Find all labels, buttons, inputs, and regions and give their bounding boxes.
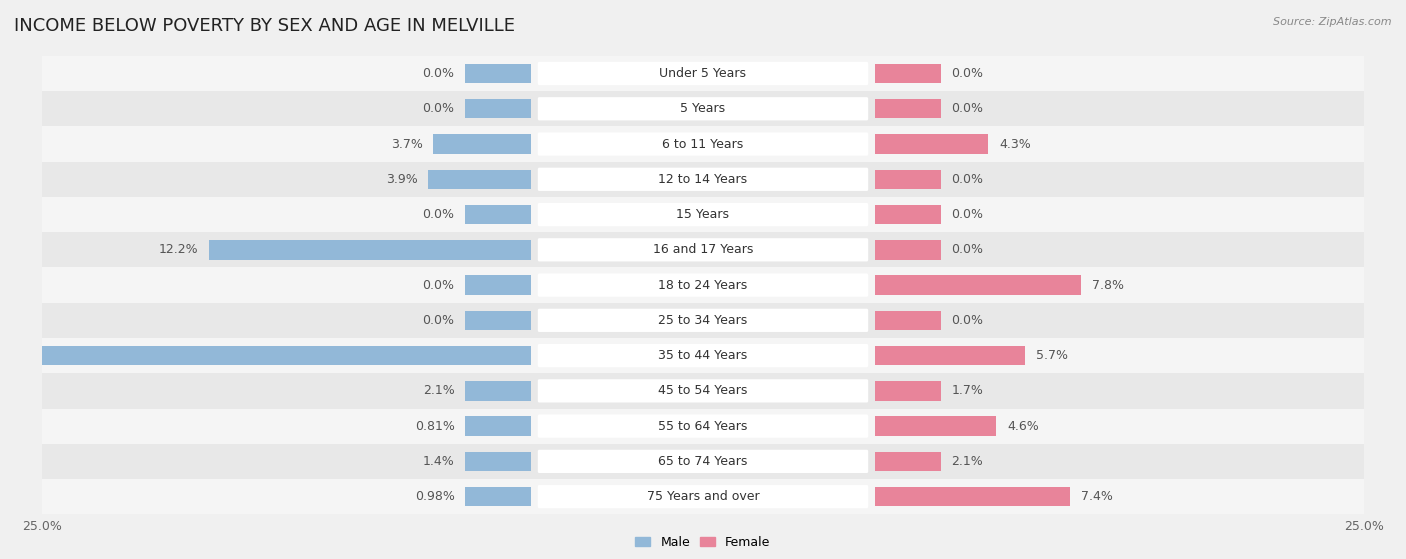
Text: 1.7%: 1.7% (952, 385, 983, 397)
Bar (0, 346, 531, 366)
Bar (875, 416, 997, 436)
Bar (465, 416, 531, 436)
Bar (465, 311, 531, 330)
Bar (42, 479, 1364, 514)
Text: 65 to 74 Years: 65 to 74 Years (658, 455, 748, 468)
Legend: Male, Female: Male, Female (630, 531, 776, 554)
FancyBboxPatch shape (537, 203, 868, 226)
Bar (875, 205, 941, 224)
Bar (433, 134, 531, 154)
Text: Source: ZipAtlas.com: Source: ZipAtlas.com (1274, 17, 1392, 27)
FancyBboxPatch shape (537, 450, 868, 473)
Text: 0.0%: 0.0% (423, 314, 454, 327)
Bar (42, 162, 1364, 197)
Text: 0.0%: 0.0% (952, 173, 983, 186)
Text: 3.7%: 3.7% (391, 138, 423, 150)
FancyBboxPatch shape (537, 379, 868, 402)
Bar (875, 311, 941, 330)
Text: 75 Years and over: 75 Years and over (647, 490, 759, 503)
Text: 2.1%: 2.1% (952, 455, 983, 468)
Text: 0.0%: 0.0% (423, 102, 454, 115)
Text: 0.0%: 0.0% (952, 67, 983, 80)
Bar (42, 197, 1364, 232)
FancyBboxPatch shape (537, 168, 868, 191)
Bar (42, 267, 1364, 303)
Text: 7.8%: 7.8% (1091, 278, 1123, 292)
Bar (42, 56, 1364, 91)
FancyBboxPatch shape (537, 344, 868, 367)
FancyBboxPatch shape (537, 97, 868, 120)
Text: 0.0%: 0.0% (423, 67, 454, 80)
Bar (42, 303, 1364, 338)
Text: Under 5 Years: Under 5 Years (659, 67, 747, 80)
Text: 0.0%: 0.0% (952, 102, 983, 115)
Bar (465, 205, 531, 224)
FancyBboxPatch shape (537, 238, 868, 262)
Bar (465, 99, 531, 119)
Bar (465, 276, 531, 295)
Text: 4.6%: 4.6% (1007, 420, 1039, 433)
Text: 5 Years: 5 Years (681, 102, 725, 115)
FancyBboxPatch shape (537, 309, 868, 332)
Bar (465, 64, 531, 83)
Text: 45 to 54 Years: 45 to 54 Years (658, 385, 748, 397)
Bar (42, 232, 1364, 267)
Text: 0.0%: 0.0% (952, 208, 983, 221)
FancyBboxPatch shape (537, 273, 868, 297)
Text: 35 to 44 Years: 35 to 44 Years (658, 349, 748, 362)
Bar (465, 487, 531, 506)
Text: 15 Years: 15 Years (676, 208, 730, 221)
Bar (875, 487, 1070, 506)
Text: 18 to 24 Years: 18 to 24 Years (658, 278, 748, 292)
Bar (42, 338, 1364, 373)
Bar (875, 99, 941, 119)
Text: 6 to 11 Years: 6 to 11 Years (662, 138, 744, 150)
Text: INCOME BELOW POVERTY BY SEX AND AGE IN MELVILLE: INCOME BELOW POVERTY BY SEX AND AGE IN M… (14, 17, 515, 35)
Text: 0.0%: 0.0% (423, 278, 454, 292)
Bar (42, 409, 1364, 444)
Bar (875, 169, 941, 189)
Bar (875, 240, 941, 259)
FancyBboxPatch shape (537, 485, 868, 508)
Text: 0.0%: 0.0% (423, 208, 454, 221)
Bar (875, 276, 1081, 295)
Bar (42, 91, 1364, 126)
FancyBboxPatch shape (537, 62, 868, 85)
Text: 25 to 34 Years: 25 to 34 Years (658, 314, 748, 327)
Text: 2.1%: 2.1% (423, 385, 454, 397)
Bar (42, 373, 1364, 409)
Text: 12 to 14 Years: 12 to 14 Years (658, 173, 748, 186)
Text: 7.4%: 7.4% (1081, 490, 1114, 503)
FancyBboxPatch shape (537, 414, 868, 438)
Text: 3.9%: 3.9% (385, 173, 418, 186)
Text: 55 to 64 Years: 55 to 64 Years (658, 420, 748, 433)
Text: 12.2%: 12.2% (159, 243, 198, 257)
Bar (465, 381, 531, 401)
Text: 5.7%: 5.7% (1036, 349, 1069, 362)
FancyBboxPatch shape (537, 132, 868, 156)
Bar (208, 240, 531, 259)
Bar (42, 126, 1364, 162)
Bar (875, 64, 941, 83)
Bar (875, 134, 988, 154)
Text: 4.3%: 4.3% (1000, 138, 1031, 150)
Text: 16 and 17 Years: 16 and 17 Years (652, 243, 754, 257)
Text: 0.81%: 0.81% (415, 420, 454, 433)
Bar (42, 444, 1364, 479)
Text: 0.0%: 0.0% (952, 243, 983, 257)
Bar (875, 346, 1025, 366)
Bar (875, 381, 941, 401)
Text: 0.98%: 0.98% (415, 490, 454, 503)
Text: 1.4%: 1.4% (423, 455, 454, 468)
Bar (875, 452, 941, 471)
Bar (427, 169, 531, 189)
Text: 0.0%: 0.0% (952, 314, 983, 327)
Bar (465, 452, 531, 471)
